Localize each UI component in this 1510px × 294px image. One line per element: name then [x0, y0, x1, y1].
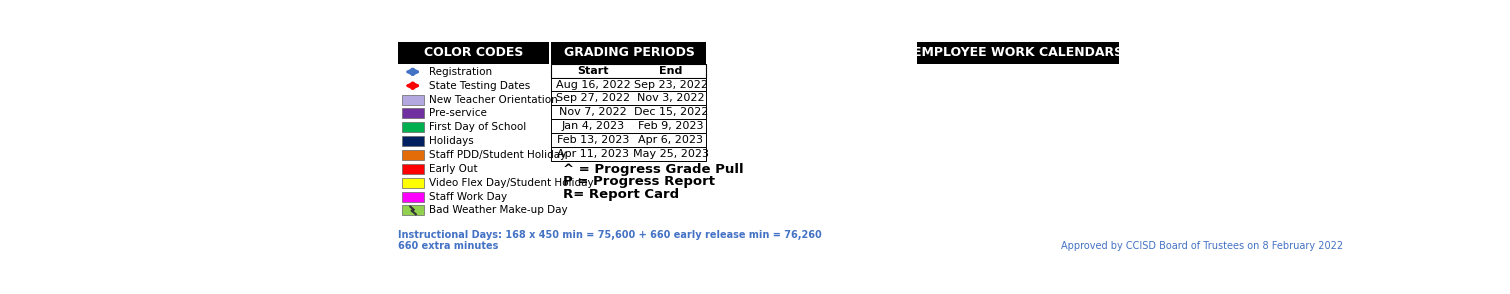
- Text: GRADING PERIODS: GRADING PERIODS: [563, 46, 695, 59]
- Text: Staff Work Day: Staff Work Day: [429, 192, 507, 202]
- Text: ^ = Progress Grade Pull: ^ = Progress Grade Pull: [563, 163, 744, 176]
- Bar: [402, 192, 424, 202]
- Text: Sep 27, 2022: Sep 27, 2022: [556, 93, 630, 103]
- Text: Aug 16, 2022: Aug 16, 2022: [556, 80, 631, 90]
- Text: Nov 7, 2022: Nov 7, 2022: [559, 107, 627, 117]
- Bar: [551, 91, 707, 105]
- Text: State Testing Dates: State Testing Dates: [429, 81, 530, 91]
- Text: 660 extra minutes: 660 extra minutes: [399, 241, 498, 251]
- Text: New Teacher Orientation: New Teacher Orientation: [429, 95, 557, 105]
- Text: Dec 15, 2022: Dec 15, 2022: [634, 107, 708, 117]
- Bar: [551, 147, 707, 161]
- Text: First Day of School: First Day of School: [429, 122, 527, 132]
- Bar: [402, 178, 424, 188]
- Text: Apr 6, 2023: Apr 6, 2023: [639, 135, 704, 145]
- Text: May 25, 2023: May 25, 2023: [633, 149, 708, 159]
- Bar: [402, 108, 424, 118]
- Text: Staff PDD/Student Holiday: Staff PDD/Student Holiday: [429, 150, 566, 160]
- Bar: [551, 133, 707, 147]
- Text: Feb 13, 2023: Feb 13, 2023: [557, 135, 630, 145]
- Text: End: End: [658, 66, 683, 76]
- Bar: [551, 105, 707, 119]
- Text: Bad Weather Make-up Day: Bad Weather Make-up Day: [429, 206, 568, 216]
- Text: Early Out: Early Out: [429, 164, 477, 174]
- Text: Sep 23, 2022: Sep 23, 2022: [634, 80, 708, 90]
- Text: R= Report Card: R= Report Card: [563, 188, 680, 201]
- Text: Apr 11, 2023: Apr 11, 2023: [557, 149, 630, 159]
- Bar: [551, 119, 707, 133]
- Bar: [551, 64, 707, 78]
- Text: Feb 9, 2023: Feb 9, 2023: [639, 121, 704, 131]
- Text: Video Flex Day/Student Holiday: Video Flex Day/Student Holiday: [429, 178, 593, 188]
- Text: EMPLOYEE WORK CALENDARS: EMPLOYEE WORK CALENDARS: [914, 46, 1123, 59]
- Bar: [402, 206, 424, 216]
- Text: Jan 4, 2023: Jan 4, 2023: [562, 121, 625, 131]
- Bar: [402, 136, 424, 146]
- Bar: [399, 42, 550, 64]
- Bar: [402, 122, 424, 132]
- Text: Approved by CCISD Board of Trustees on 8 February 2022: Approved by CCISD Board of Trustees on 8…: [1062, 241, 1344, 251]
- Bar: [551, 42, 707, 64]
- Bar: [551, 78, 707, 91]
- Text: P = Progress Report: P = Progress Report: [563, 176, 716, 188]
- Text: Instructional Days: 168 x 450 min = 75,600 + 660 early release min = 76,260: Instructional Days: 168 x 450 min = 75,6…: [399, 230, 821, 240]
- Bar: [402, 164, 424, 174]
- Text: Registration: Registration: [429, 67, 492, 77]
- Text: Pre-service: Pre-service: [429, 108, 486, 118]
- Text: Nov 3, 2022: Nov 3, 2022: [637, 93, 705, 103]
- Bar: [917, 42, 1119, 64]
- Text: Holidays: Holidays: [429, 136, 474, 146]
- Bar: [402, 95, 424, 105]
- Bar: [402, 150, 424, 160]
- Text: COLOR CODES: COLOR CODES: [424, 46, 524, 59]
- Text: Start: Start: [577, 66, 609, 76]
